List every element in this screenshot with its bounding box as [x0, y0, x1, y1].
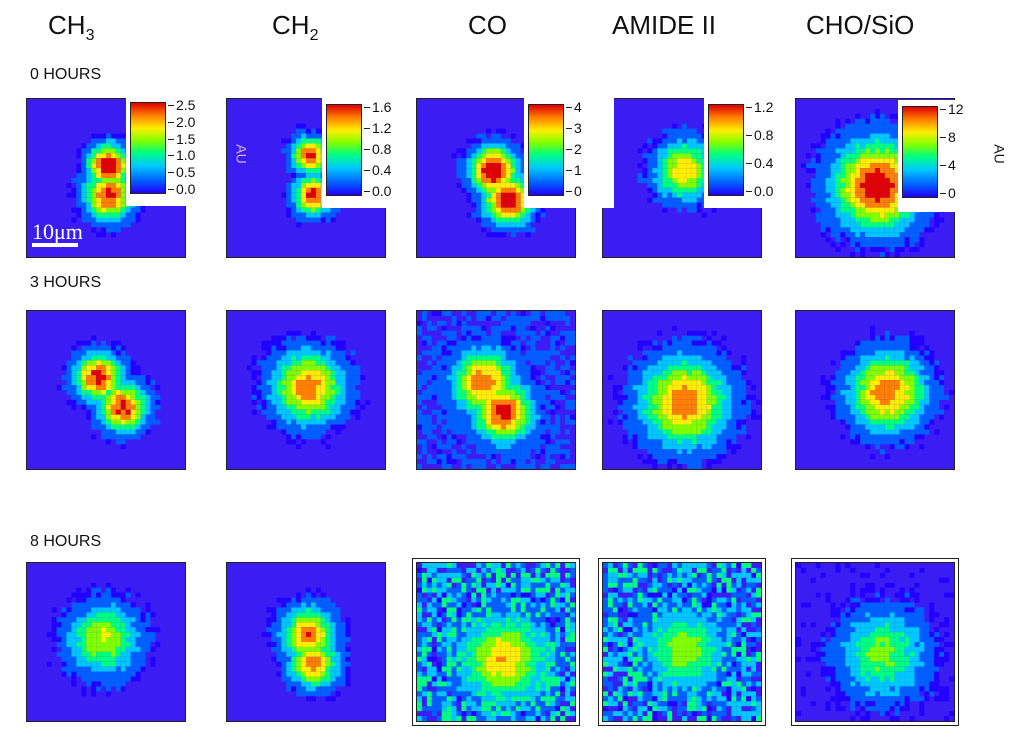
intensity-map [46, 582, 161, 697]
map-panel-3-hours-col3 [416, 310, 576, 470]
map-panel-8-hours-col3 [412, 558, 580, 726]
column-title-amide-ii: AMIDE II [612, 10, 717, 40]
colorbar-tick-label: 0.0 [363, 183, 392, 199]
intensity-map [417, 311, 575, 469]
colorbar-tick-label: 8 [940, 129, 956, 145]
map-panel-3-hours-col1 [26, 310, 186, 470]
colorbar-tick-label: 0.5 [167, 164, 196, 181]
row-label-0-hours: 0 HOURS [30, 66, 102, 83]
column-title-cho-sio: CHO/SiO [806, 10, 915, 40]
colorbar-amide-ii: 1.2 0.8 0.4 0.0 [704, 98, 794, 208]
scale-bar-line [32, 243, 78, 247]
colorbar-tick-label: 12 [940, 101, 964, 117]
intensity-map [796, 563, 954, 721]
map-panel-8-hours-col2 [226, 562, 386, 722]
colorbar-tick-label: 2 [566, 141, 582, 157]
colorbar-gradient [902, 106, 938, 198]
colorbar-unit-label: AU [991, 144, 1008, 164]
map-panel-8-hours-col4 [598, 558, 766, 726]
column-title-ch3: CH3 [48, 10, 95, 45]
colorbar-gradient [326, 104, 362, 196]
colorbar-tick-label: 0.4 [363, 162, 392, 178]
intensity-map [246, 330, 371, 450]
colorbar-tick-label: 0 [940, 185, 956, 201]
colorbar-tick-label: 0.0 [745, 183, 774, 199]
colorbar-gradient [708, 104, 744, 196]
colorbar-tick-label: 4 [566, 99, 582, 115]
colorbar-ch3: 2.5 2.0 1.5 1.0 0.5 0.0 [126, 96, 216, 206]
scale-bar-label: 10μm [32, 219, 83, 244]
colorbar-tick-label: 1.5 [167, 130, 196, 147]
map-panel-3-hours-col5 [795, 310, 955, 470]
colorbar-tick-label: 0.8 [745, 127, 774, 143]
intensity-map [607, 325, 761, 469]
colorbar-unit-label: AU [233, 144, 250, 164]
map-panel-3-hours-col2 [226, 310, 386, 470]
row-label-3-hours: 3 HOURS [30, 274, 102, 291]
intensity-map [451, 128, 546, 238]
colorbar-gradient [528, 104, 564, 196]
colorbar-tick-label: 1.2 [745, 99, 774, 115]
colorbar-tick-label: 3 [566, 120, 582, 136]
scale-bar: 10μm [32, 219, 83, 247]
map-panel-8-hours-col5 [791, 558, 959, 726]
intensity-map [417, 563, 575, 721]
colorbar-tick-label: 1 [566, 162, 582, 178]
colorbar-tick-label: 1.0 [167, 147, 196, 164]
colorbar-tick-label: 4 [940, 157, 956, 173]
map-panel-3-hours-col4 [602, 310, 762, 470]
intensity-map [261, 587, 351, 702]
map-panel-8-hours-col1 [26, 562, 186, 722]
colorbar-tick-label: 1.6 [363, 99, 392, 115]
colorbar-tick-label: 0.0 [167, 181, 196, 197]
intensity-map [603, 563, 761, 721]
colorbar-tick-label: 1.2 [363, 120, 392, 136]
colorbar-tick-label: 2.5 [167, 97, 196, 113]
colorbar-ch2: 1.6 1.2 0.8 0.4 0.0 [322, 98, 412, 208]
colorbar-tick-label: 0.8 [363, 141, 392, 157]
intensity-map [820, 325, 954, 460]
colorbar-co: 4 3 2 1 0 [524, 98, 614, 208]
column-title-ch2: CH2 [272, 10, 319, 45]
colorbar-tick-label: 2.0 [167, 113, 196, 130]
colorbar-tick-label: 0.4 [745, 155, 774, 171]
row-label-8-hours: 8 HOURS [30, 533, 102, 550]
colorbar-gradient [130, 102, 166, 194]
colorbar-cho-sio: 12 8 4 0 [898, 100, 988, 212]
column-title-co: CO [468, 10, 507, 40]
intensity-map [56, 335, 161, 450]
colorbar-tick-label: 0 [566, 183, 582, 199]
